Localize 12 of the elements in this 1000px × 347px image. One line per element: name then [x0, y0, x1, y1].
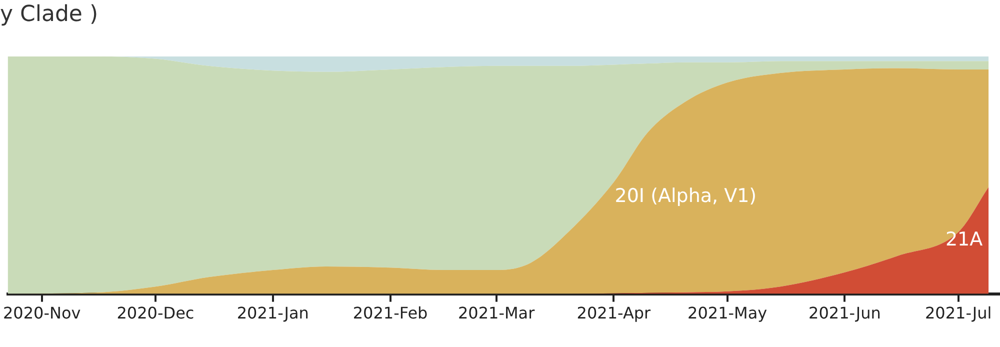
series-label: 21A: [945, 228, 983, 250]
x-tick-label: 2021-Jan: [236, 304, 309, 323]
x-tick-label: 2021-Feb: [352, 304, 428, 323]
x-tick-label: 2021-Jul: [925, 304, 992, 323]
chart-title: y Clade ): [0, 2, 98, 27]
x-tick-label: 2021-Apr: [576, 304, 652, 323]
x-tick-label: 2021-Mar: [458, 304, 536, 323]
x-tick-label: 2021-Jun: [808, 304, 881, 323]
x-tick-label: 2020-Nov: [3, 304, 81, 323]
series-label: 20I (Alpha, V1): [614, 184, 757, 207]
x-tick-label: 2021-May: [688, 304, 768, 323]
x-tick-label: 2020-Dec: [116, 304, 194, 323]
